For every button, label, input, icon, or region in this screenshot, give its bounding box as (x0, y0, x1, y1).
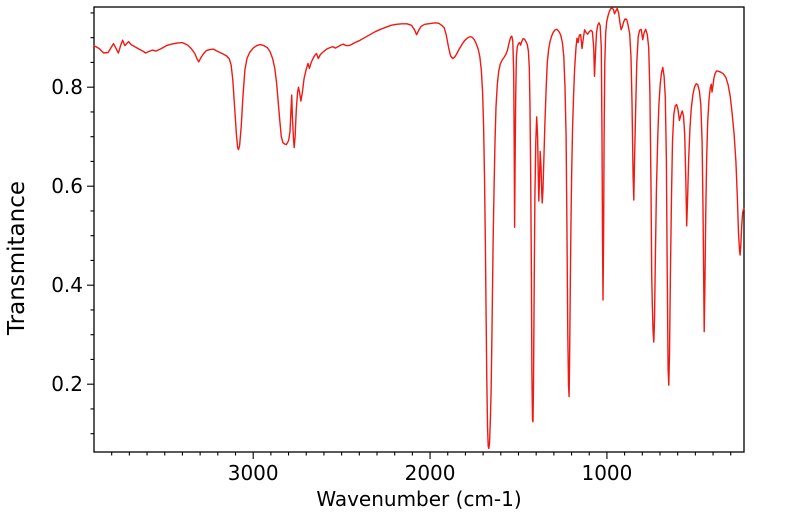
x-axis-major-ticks (252, 452, 608, 459)
y-axis-minor-ticks (90, 12, 94, 435)
y-axis-label: Transmitance (4, 181, 30, 336)
svg-text:1000: 1000 (581, 461, 632, 485)
plot-area: 3000 2000 1000 0.2 0.4 0.6 0.8 (51, 6, 745, 485)
x-tick-labels: 3000 2000 1000 (228, 461, 633, 485)
y-tick-labels: 0.2 0.4 0.6 0.8 (51, 75, 83, 396)
x-axis-minor-ticks (111, 452, 732, 456)
spectrum-line-group (93, 7, 745, 450)
x-axis-label: Wavenumber (cm-1) (316, 487, 521, 511)
svg-text:3000: 3000 (228, 461, 279, 485)
svg-text:0.6: 0.6 (51, 174, 83, 198)
svg-text:2000: 2000 (405, 461, 456, 485)
spectrum-line (93, 7, 745, 450)
svg-text:0.8: 0.8 (51, 75, 83, 99)
svg-text:0.4: 0.4 (51, 273, 83, 297)
svg-text:0.2: 0.2 (51, 372, 83, 396)
plot-frame (93, 6, 745, 453)
y-axis-major-ticks (87, 86, 94, 385)
